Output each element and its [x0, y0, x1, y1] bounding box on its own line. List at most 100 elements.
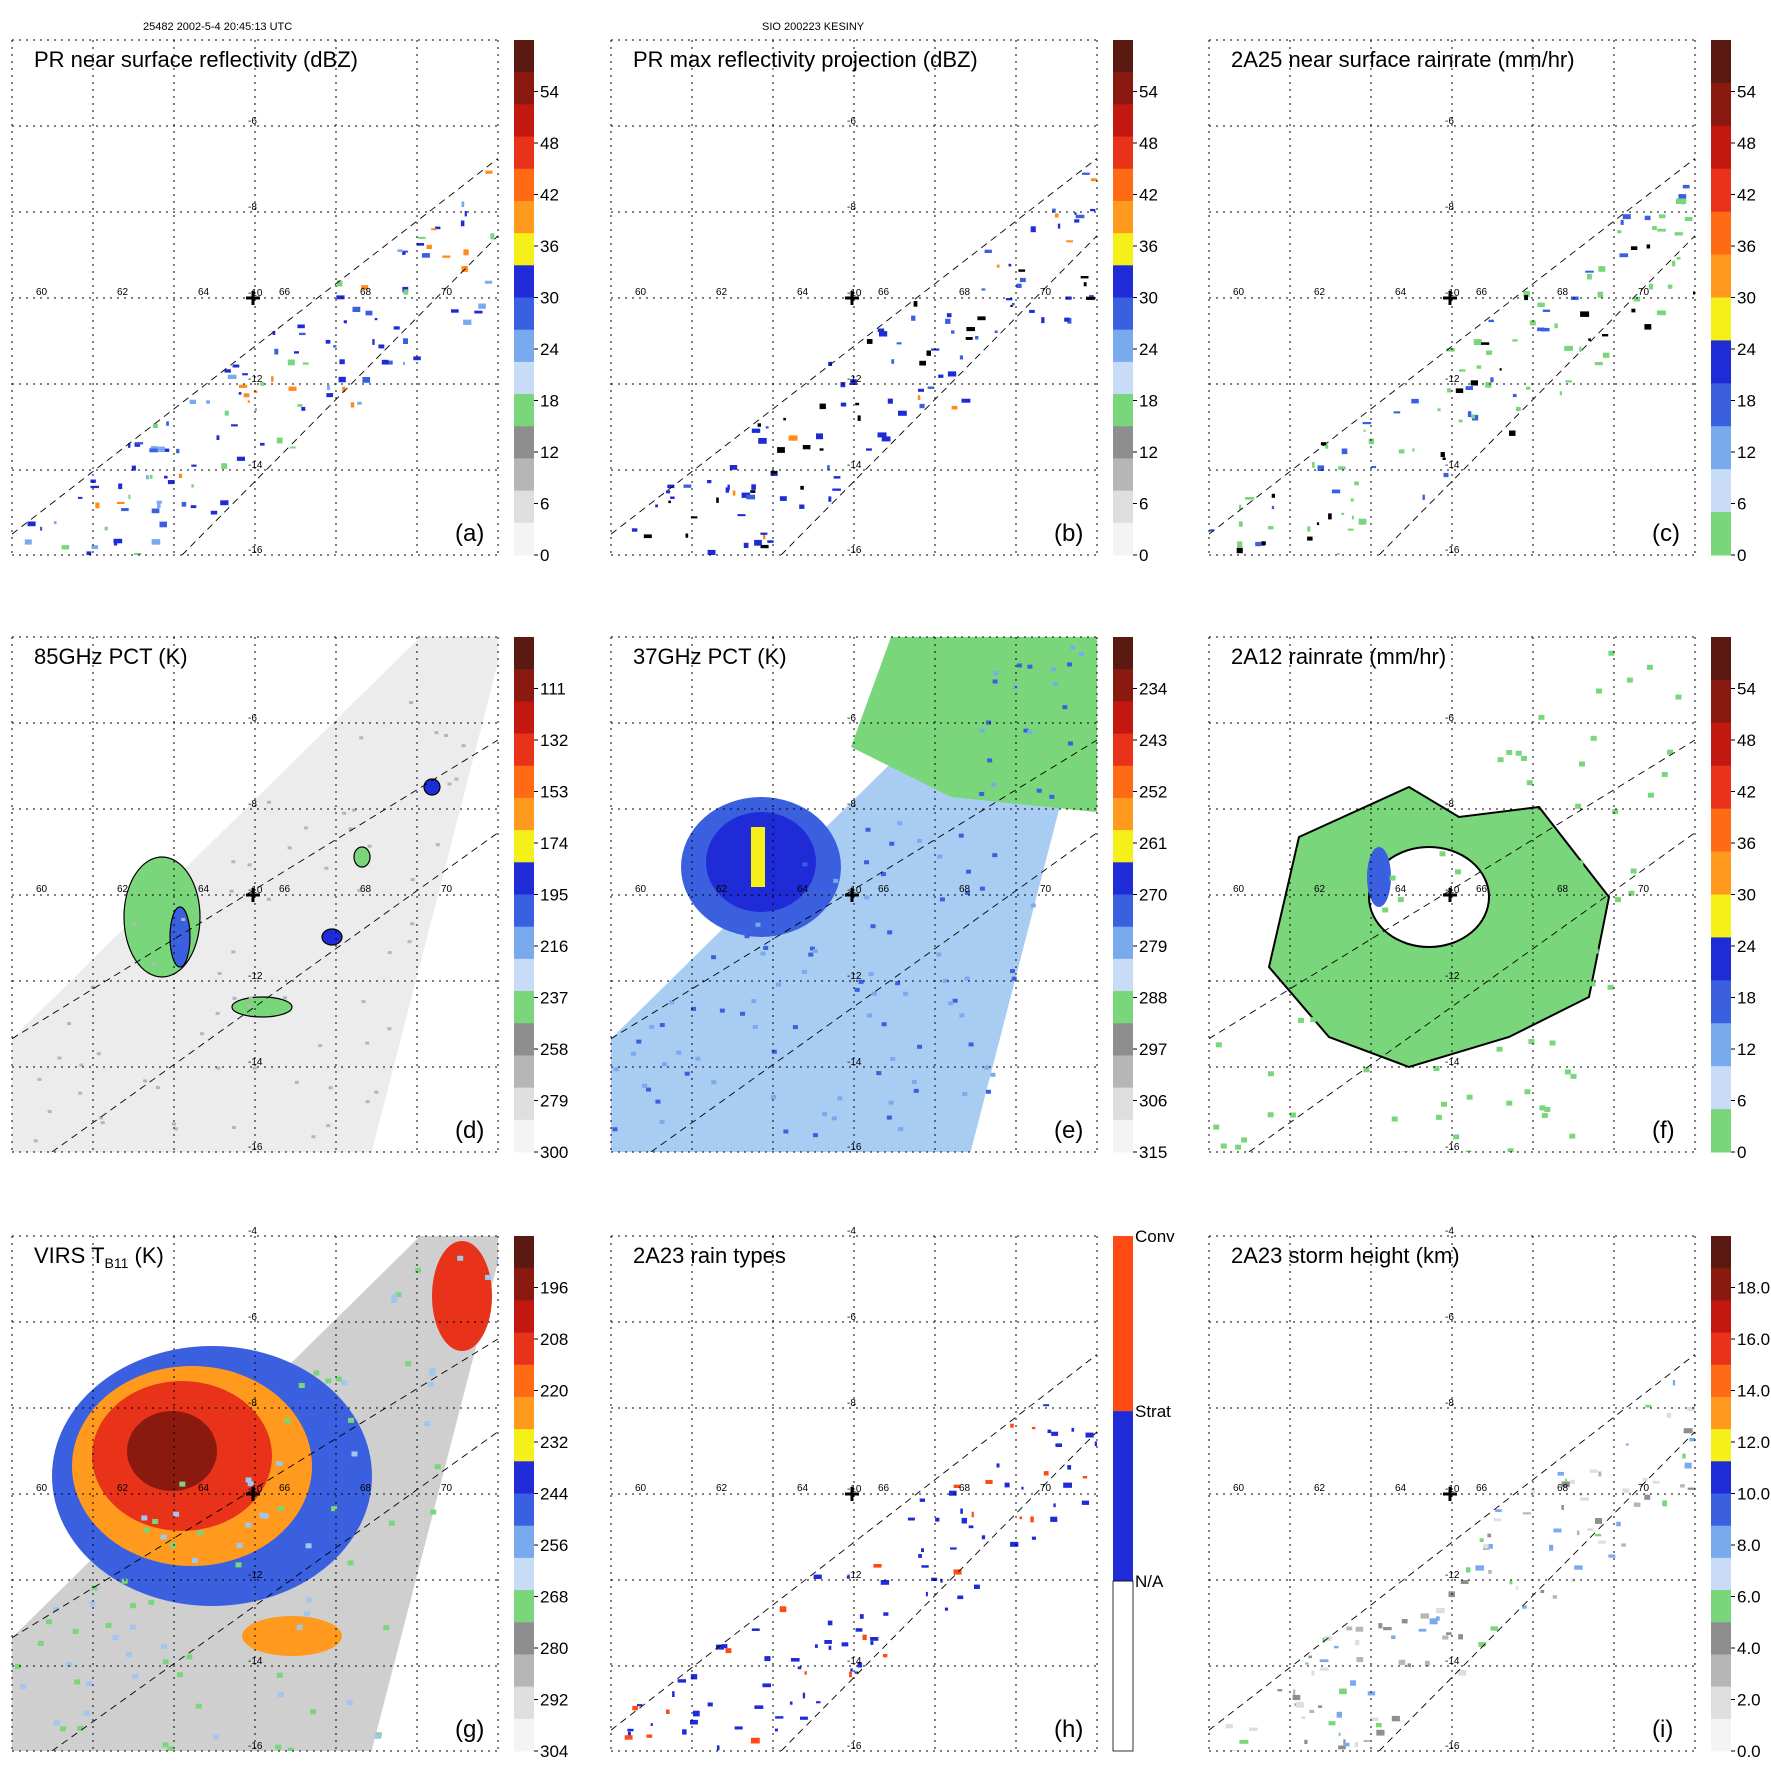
panel-g: 60 62 64 66 68 70 -4 -6 -8 -10 -12 -14 -16 VIRS TB11 … [11, 1226, 568, 1761]
lon-label-g-0: 60 [36, 1483, 48, 1494]
colorbar-tick-e-5: 279 [1139, 937, 1167, 956]
panel-letter-h: (h) [1054, 1716, 1083, 1743]
colorbar-a: 54 48 42 36 30 24 18 12 6 0 [514, 40, 559, 565]
colorbar-f: 54 48 42 36 30 24 18 12 6 0 [1711, 637, 1756, 1162]
colorbar-tick-a-9: 0 [540, 546, 549, 565]
colorbar-tick-d-4: 195 [540, 886, 568, 905]
colorbar-e: 234 243 252 261 270 279 288 297 306 315 [1113, 637, 1167, 1162]
lon-label-g-4: 68 [360, 1483, 372, 1494]
colorbar-tick-i-0: 18.0 [1737, 1279, 1770, 1298]
panel-e: 60 62 64 66 68 70 -6 -8 -10 -12 -14 -16 37GHz PCT (K… [610, 636, 1167, 1162]
colorbar-tick-e-4: 270 [1139, 886, 1167, 905]
lat-label-a-4: -14 [248, 460, 263, 471]
colorbar-tick-f-1: 48 [1737, 731, 1756, 750]
panel-title-i: 2A23 storm height (km) [1231, 1243, 1460, 1268]
lon-label-h-2: 64 [797, 1483, 809, 1494]
lon-label-h-3: 66 [878, 1483, 890, 1494]
lon-label-h-1: 62 [716, 1483, 728, 1494]
colorbar-tick-a-5: 24 [540, 340, 559, 359]
colorbar-tick-h-0: Conv [1135, 1227, 1175, 1246]
colorbar-b: 54 48 42 36 30 24 18 12 6 0 [1113, 40, 1158, 565]
colorbar-tick-f-2: 42 [1737, 783, 1756, 802]
lat-label-b-1: -8 [847, 202, 856, 213]
lon-label-d-4: 68 [360, 884, 372, 895]
field-b [631, 172, 1097, 555]
lat-label-h-1: -6 [847, 1312, 856, 1323]
colorbar-tick-b-1: 48 [1139, 134, 1158, 153]
colorbar-tick-e-0: 234 [1139, 680, 1167, 699]
lat-label-e-2: -10 [847, 885, 862, 896]
colorbar-tick-g-1: 208 [540, 1330, 568, 1349]
lon-label-a-2: 64 [198, 287, 210, 298]
lon-label-d-3: 66 [279, 884, 291, 895]
lat-label-i-2: -8 [1445, 1398, 1454, 1409]
lat-label-e-1: -8 [847, 799, 856, 810]
colorbar-tick-c-6: 18 [1737, 392, 1756, 411]
colorbar-tick-a-6: 18 [540, 392, 559, 411]
lon-label-c-4: 68 [1557, 287, 1569, 298]
lat-label-c-0: -6 [1445, 116, 1454, 127]
lon-label-a-1: 62 [117, 287, 129, 298]
colorbar-tick-c-0: 54 [1737, 83, 1756, 102]
storm-center-marker [845, 1487, 859, 1501]
panel-title-d: 85GHz PCT (K) [34, 644, 188, 669]
lon-label-b-5: 70 [1040, 287, 1052, 298]
field-e [612, 637, 1097, 1138]
lat-label-b-2: -10 [847, 288, 862, 299]
lon-label-g-3: 66 [279, 1483, 291, 1494]
lon-label-b-0: 60 [635, 287, 647, 298]
colorbar-tick-a-2: 42 [540, 186, 559, 205]
panel-i: 60 62 64 66 68 70 -4 -6 -8 -10 -12 -14 -16 2A23 storm… [1208, 1226, 1770, 1761]
lat-label-e-3: -12 [847, 971, 862, 982]
colorbar-tick-d-3: 174 [540, 834, 568, 853]
lon-label-f-0: 60 [1233, 884, 1245, 895]
lat-label-g-5: -14 [248, 1656, 263, 1667]
lat-label-c-4: -14 [1445, 460, 1460, 471]
colorbar-h: Conv Strat N/A [1112, 1227, 1175, 1752]
colorbar-tick-f-8: 6 [1737, 1092, 1746, 1111]
field-i [1225, 1380, 1695, 1751]
colorbar-tick-c-8: 6 [1737, 495, 1746, 514]
lon-label-b-2: 64 [797, 287, 809, 298]
lon-label-a-3: 66 [279, 287, 291, 298]
colorbar-tick-c-5: 24 [1737, 340, 1756, 359]
lon-label-a-5: 70 [441, 287, 453, 298]
lat-label-h-0: -4 [847, 1226, 856, 1237]
colorbar-tick-i-2: 14.0 [1737, 1382, 1770, 1401]
colorbar-tick-e-1: 243 [1139, 731, 1167, 750]
lon-label-c-2: 64 [1395, 287, 1407, 298]
colorbar-tick-d-7: 258 [540, 1040, 568, 1059]
lat-label-f-3: -12 [1445, 971, 1460, 982]
lat-label-h-2: -8 [847, 1398, 856, 1409]
lon-label-b-3: 66 [878, 287, 890, 298]
colorbar-tick-g-0: 196 [540, 1279, 568, 1298]
storm-center-marker [246, 291, 260, 305]
lat-label-h-4: -12 [847, 1570, 862, 1581]
lat-label-i-5: -14 [1445, 1656, 1460, 1667]
colorbar-tick-c-9: 0 [1737, 546, 1746, 565]
lat-label-b-0: -6 [847, 116, 856, 127]
panel-letter-g: (g) [455, 1716, 484, 1743]
lon-label-d-2: 64 [198, 884, 210, 895]
lon-label-f-1: 62 [1314, 884, 1326, 895]
colorbar-tick-i-4: 10.0 [1737, 1485, 1770, 1504]
colorbar-tick-e-2: 252 [1139, 783, 1167, 802]
panel-title-h: 2A23 rain types [633, 1243, 786, 1268]
colorbar-tick-b-9: 0 [1139, 546, 1148, 565]
field-c [1209, 184, 1695, 555]
colorbar-tick-f-9: 0 [1737, 1143, 1746, 1162]
colorbar-tick-c-4: 30 [1737, 289, 1756, 308]
lat-label-a-0: -6 [248, 116, 257, 127]
panel-letter-c: (c) [1652, 520, 1680, 547]
colorbar-tick-i-8: 2.0 [1737, 1691, 1761, 1710]
colorbar-tick-b-6: 18 [1139, 392, 1158, 411]
lat-label-c-5: -16 [1445, 545, 1460, 556]
lon-label-c-5: 70 [1638, 287, 1650, 298]
header-center: SIO 200223 KESINY [762, 21, 865, 33]
storm-center-marker [845, 291, 859, 305]
field-h [624, 1404, 1097, 1751]
